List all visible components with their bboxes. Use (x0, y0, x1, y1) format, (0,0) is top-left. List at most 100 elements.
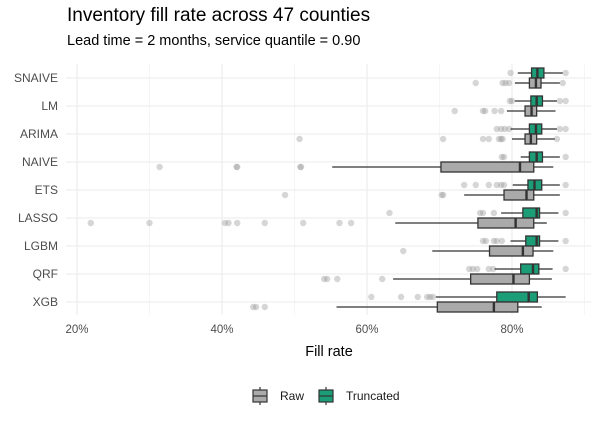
outlier-point (562, 237, 569, 245)
grid-lines (66, 64, 591, 315)
box-iqr (488, 245, 534, 257)
box-truncated-qrf (466, 263, 569, 275)
box-truncated-lasso (386, 207, 569, 219)
outlier-point (281, 191, 289, 199)
outlier-point (466, 265, 473, 273)
x-axis-label: Fill rate (305, 344, 353, 360)
outlier-point (414, 293, 421, 301)
box-iqr (520, 263, 540, 275)
box-iqr (470, 273, 531, 285)
outlier-point (479, 135, 487, 143)
outlier-point (498, 153, 506, 161)
outlier-point (562, 209, 569, 217)
outlier-point (368, 293, 375, 301)
outlier-point (479, 209, 487, 217)
outlier-point (501, 125, 508, 133)
x-tick-label: 40% (210, 324, 233, 336)
box-iqr (477, 217, 535, 229)
box-truncated-naive (498, 151, 569, 163)
outlier-point (476, 209, 484, 217)
box-raw-lgbm (400, 245, 554, 257)
x-axis-ticks: 20% 40% 60% 80% (65, 324, 523, 336)
legend-label: Truncated (346, 389, 400, 403)
outlier-point (386, 209, 393, 217)
outlier-point (497, 135, 505, 143)
outlier-point (249, 303, 257, 311)
outlier-point (495, 135, 503, 143)
outlier-point (336, 219, 343, 227)
box-iqr (440, 161, 535, 173)
outlier-point (505, 79, 513, 87)
outlier-point (261, 219, 268, 227)
outlier-point (499, 79, 506, 87)
outlier-point (562, 181, 569, 189)
y-tick-label: QRF (33, 267, 58, 281)
outlier-point (508, 97, 516, 105)
outlier-point (479, 107, 487, 115)
outlier-point (485, 265, 492, 273)
legend-label: Raw (280, 389, 304, 403)
box-truncated-xgb (368, 291, 566, 303)
outlier-point (397, 293, 405, 301)
outlier-point (472, 181, 479, 189)
outlier-point (146, 219, 153, 227)
box-truncated-lm (506, 95, 569, 107)
outlier-point (234, 163, 241, 171)
outlier-point (460, 181, 468, 189)
outlier-point (505, 125, 513, 133)
outlier-point (87, 219, 94, 227)
outlier-point (481, 107, 489, 115)
y-tick-label: XGB (33, 295, 58, 309)
box-truncated-arima (493, 123, 569, 135)
outlier-point (347, 219, 355, 227)
y-tick-label: LGBM (24, 239, 58, 253)
outlier-point (482, 237, 490, 245)
outlier-point (225, 219, 232, 227)
outlier-point (221, 219, 229, 227)
boxplot-marks (87, 67, 569, 313)
outlier-point (490, 237, 498, 245)
box-raw-lm (451, 105, 556, 117)
box-truncated-ets (460, 179, 569, 191)
outlier-point (493, 125, 500, 133)
outlier-point (252, 303, 260, 311)
outlier-point (562, 125, 569, 133)
outlier-point (493, 237, 500, 245)
outlier-point (491, 107, 498, 115)
outlier-point (497, 125, 505, 133)
outlier-point (479, 237, 487, 245)
outlier-point (506, 97, 514, 105)
outlier-point (472, 79, 479, 87)
outlier-point (297, 163, 305, 171)
outlier-point (297, 163, 304, 171)
legend-item-truncated: Truncated (318, 387, 400, 405)
outlier-point (234, 219, 241, 227)
outlier-point (507, 69, 514, 77)
outlier-point (451, 107, 458, 115)
box-raw-xgb (249, 301, 542, 313)
outlier-point (485, 181, 492, 189)
outlier-point (438, 191, 445, 199)
box-raw-ets (281, 189, 560, 201)
outlier-point (334, 275, 341, 283)
outlier-point (296, 135, 303, 143)
outlier-point (400, 247, 407, 255)
outlier-point (493, 181, 500, 189)
box-truncated-snaive (507, 67, 569, 79)
box-iqr (436, 301, 519, 313)
outlier-point (439, 135, 447, 143)
outlier-point (559, 79, 566, 87)
outlier-point (426, 293, 434, 301)
y-axis-labels: SNAIVE LM ARIMA NAIVE ETS LASSO LGBM QRF XGB (14, 71, 58, 309)
outlier-point (233, 163, 240, 171)
outlier-point (423, 293, 431, 301)
outlier-point (556, 125, 564, 133)
outlier-point (562, 69, 569, 77)
outlier-point (485, 135, 492, 143)
box-raw-naive (156, 161, 554, 173)
box-iqr (496, 291, 539, 303)
chart-subtitle: Lead time = 2 months, service quantile =… (67, 33, 361, 49)
legend-item-raw: Raw (252, 387, 304, 405)
y-tick-label: ARIMA (20, 127, 58, 141)
box-truncated-lgbm (479, 235, 569, 247)
